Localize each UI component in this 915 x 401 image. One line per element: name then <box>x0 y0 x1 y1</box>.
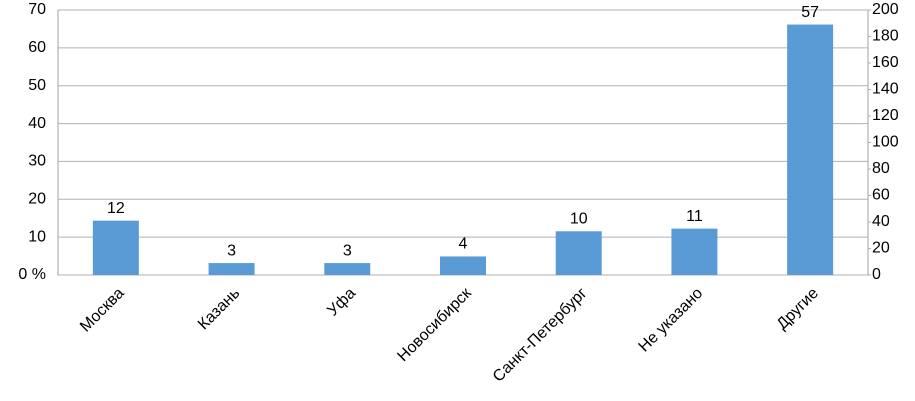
data-label: 12 <box>107 200 125 217</box>
y2-tick-label: 180 <box>872 28 899 45</box>
y2-tick-label: 40 <box>872 213 890 230</box>
y-tick-label: 0 % <box>18 266 46 283</box>
y2-tick-label: 140 <box>872 81 899 98</box>
y2-tick-label: 20 <box>872 240 890 257</box>
y-tick-label: 50 <box>28 77 46 94</box>
x-tick-label: Новосибирск <box>394 284 475 365</box>
x-tick-label: Москва <box>77 285 128 336</box>
data-label: 10 <box>570 210 588 227</box>
data-label: 11 <box>686 208 703 225</box>
x-tick-label: Другие <box>774 285 822 333</box>
y-tick-label: 40 <box>28 115 46 132</box>
y2-tick-label: 80 <box>872 160 890 177</box>
y2-tick-label: 60 <box>872 187 890 204</box>
y2-tick-label: 120 <box>872 107 899 124</box>
bar <box>324 263 371 275</box>
bar <box>671 228 718 275</box>
y2-tick-label: 100 <box>872 134 899 151</box>
y-tick-label: 20 <box>28 191 46 208</box>
bar <box>787 24 834 276</box>
bar <box>440 256 486 275</box>
y-tick-label: 30 <box>28 153 46 170</box>
bar <box>208 263 255 275</box>
bar <box>92 220 139 275</box>
x-tick-label: Санкт-Петербург <box>490 285 591 386</box>
bar <box>555 231 602 275</box>
data-label: 57 <box>801 4 819 21</box>
y2-tick-label: 200 <box>872 1 899 18</box>
x-tick-label: Уфа <box>324 285 359 320</box>
x-tick-label: Не указано <box>636 285 707 356</box>
data-label: 3 <box>227 242 236 259</box>
data-label: 4 <box>459 236 468 253</box>
y-tick-label: 60 <box>28 39 46 56</box>
y2-tick-label: 160 <box>872 54 899 71</box>
x-tick-label: Казань <box>195 285 243 333</box>
y-tick-label: 10 <box>28 228 46 245</box>
data-label: 3 <box>343 242 352 259</box>
y2-tick-label: 0 <box>872 266 881 283</box>
y-tick-label: 70 <box>28 1 46 18</box>
